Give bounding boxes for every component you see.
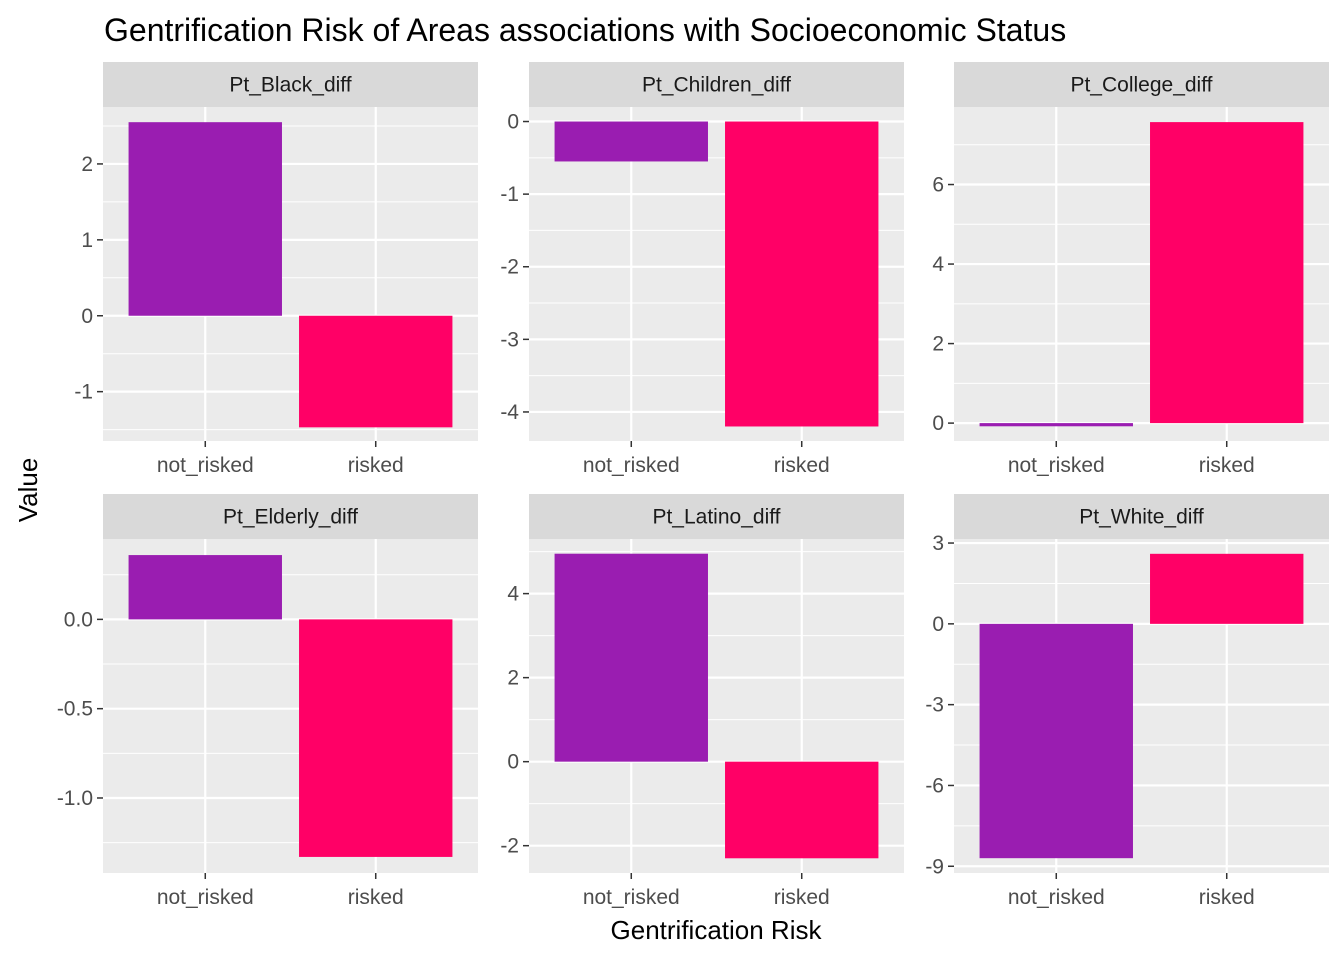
bar-risked [299, 619, 453, 857]
bar-not_risked [554, 121, 708, 162]
y-tick-label: 0 [507, 751, 519, 774]
x-tick-label: risked [1199, 454, 1255, 477]
y-tick-label: 4 [507, 583, 519, 606]
y-tick-label: 0 [932, 412, 944, 435]
y-tick-label: 6 [932, 174, 944, 197]
y-tick-label: 3 [932, 532, 944, 555]
y-tick-label: -3 [925, 694, 944, 717]
x-tick-label: not_risked [1008, 886, 1105, 909]
facet-strip-label: Pt_Children_diff [642, 74, 791, 97]
y-tick-label: 0 [81, 305, 93, 328]
facet-panel: Pt_Children_diff -4 -3 -2 -1 0 not_risked riske… [500, 62, 904, 477]
facet-panel: Pt_Latino_diff -2 0 2 4 not_risked risked [500, 494, 904, 909]
bar-not_risked [128, 555, 282, 620]
bar-not_risked [979, 623, 1133, 859]
facet-strip-label: Pt_Black_diff [229, 74, 351, 97]
facet-strip [954, 62, 1329, 107]
bar-risked [1150, 553, 1304, 624]
y-tick-label: 4 [932, 253, 944, 276]
y-tick-label: -0.5 [57, 698, 93, 721]
bar-risked [725, 761, 879, 859]
facet-strip-label: Pt_Elderly_diff [223, 506, 358, 529]
chart-title: Gentrification Risk of Areas association… [104, 12, 1066, 48]
y-tick-label: 2 [932, 333, 944, 356]
facet-strip-label: Pt_College_diff [1070, 74, 1212, 97]
y-tick-label: -2 [500, 256, 519, 279]
y-tick-label: -2 [500, 835, 519, 858]
y-tick-label: 0 [932, 613, 944, 636]
bar-risked [1150, 122, 1304, 424]
facet-panel: Pt_Elderly_diff -1.0 -0.5 0.0 not_risked risk… [57, 494, 478, 909]
bar-risked [299, 315, 453, 428]
y-axis-title: Value [13, 458, 43, 523]
y-tick-label: -1.0 [57, 787, 93, 810]
x-tick-label: not_risked [157, 454, 254, 477]
x-tick-label: risked [348, 886, 404, 909]
x-tick-label: not_risked [157, 886, 254, 909]
facet-panel: Pt_College_diff 0 2 4 6 not_risked risked [932, 62, 1329, 477]
x-axis-title: Gentrification Risk [611, 915, 823, 945]
facet-strip [103, 62, 478, 107]
bar-risked [725, 121, 879, 427]
facet-strip-label: Pt_White_diff [1079, 506, 1204, 529]
facet-strip [529, 62, 904, 107]
y-tick-label: -6 [925, 774, 944, 797]
x-tick-label: risked [774, 454, 830, 477]
x-tick-label: risked [348, 454, 404, 477]
bar-not_risked [979, 423, 1133, 427]
y-tick-label: 0 [507, 111, 519, 134]
x-tick-label: not_risked [1008, 454, 1105, 477]
bar-not_risked [128, 122, 282, 316]
y-tick-label: -3 [500, 328, 519, 351]
x-tick-label: risked [1199, 886, 1255, 909]
y-tick-label: 0.0 [64, 608, 93, 631]
facet-strip [103, 494, 478, 539]
facet-strip-label: Pt_Latino_diff [652, 506, 780, 529]
x-tick-label: risked [774, 886, 830, 909]
facet-panel: Pt_Black_diff -1 0 1 2 not_risked risked [74, 62, 478, 477]
x-tick-label: not_risked [583, 454, 680, 477]
y-tick-label: -1 [74, 381, 93, 404]
y-tick-label: -9 [925, 855, 944, 878]
y-tick-label: 1 [81, 229, 93, 252]
facet-panel: Pt_White_diff -9 -6 -3 0 3 not_risked risked [925, 494, 1329, 909]
y-tick-label: 2 [507, 667, 519, 690]
bar-not_risked [554, 553, 708, 762]
y-tick-label: -1 [500, 183, 519, 206]
y-tick-label: 2 [81, 153, 93, 176]
facet-strip [954, 494, 1329, 539]
facet-strip [529, 494, 904, 539]
x-tick-label: not_risked [583, 886, 680, 909]
y-tick-label: -4 [500, 401, 519, 424]
